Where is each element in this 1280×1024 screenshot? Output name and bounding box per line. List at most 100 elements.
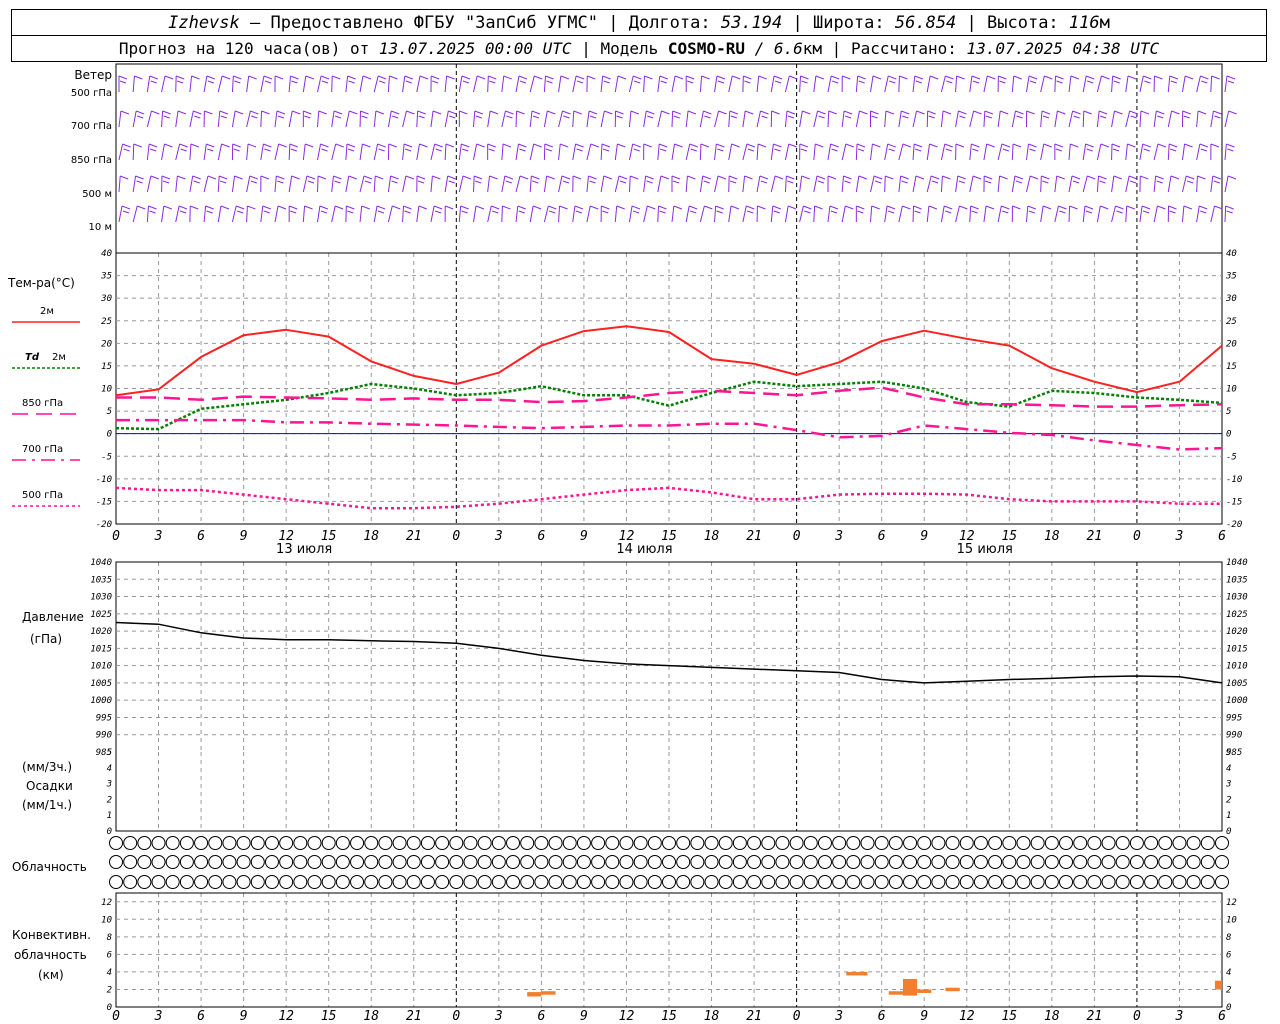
wind-barb-feather [789, 75, 798, 80]
wind-barb-feather [304, 205, 313, 210]
cloud-cover-circle [307, 836, 322, 850]
wind-barb-feather [589, 115, 597, 119]
x-tick-label-bottom: 3 [494, 1009, 503, 1024]
wind-barb-feather [1043, 143, 1052, 148]
cloud-cover-circle [832, 875, 847, 889]
wind-barb [898, 175, 909, 193]
wind-barb [685, 175, 696, 193]
pres-tick-right: 1020 [1226, 627, 1248, 637]
wind-barb-feather [504, 175, 514, 180]
wind-barb-feather [814, 205, 823, 210]
wind-barb-feather [857, 210, 864, 214]
wind-barb-shaft [898, 205, 903, 223]
wind-barb-shaft [969, 143, 972, 161]
cloud-cover-circle [1172, 875, 1187, 889]
wind-barb-shaft [444, 143, 447, 161]
wind-barb [487, 143, 496, 160]
wind-barb [246, 175, 258, 193]
wind-barb [317, 110, 327, 128]
wind-barb-feather [1098, 110, 1108, 115]
wind-barb [1054, 205, 1067, 223]
wind-barb-feather [827, 175, 837, 180]
wind-barb-feather [787, 180, 794, 184]
wind-barb-feather [221, 143, 230, 148]
forecast-time: 13.07.2025 00:00 UTC [378, 39, 572, 58]
wind-barb-feather [247, 143, 257, 148]
wind-barb-shaft [402, 205, 404, 223]
wind-barb-shaft [600, 143, 603, 161]
wind-barb-shaft [1040, 205, 1044, 223]
cloud-cover-circle [988, 855, 1003, 869]
temp-tick-right: 35 [1225, 272, 1237, 282]
cloud-cover-circle [1215, 875, 1229, 889]
wind-barb-shaft [543, 75, 546, 93]
wind-barb-feather [928, 205, 938, 210]
wind-barb-shaft [841, 110, 845, 128]
wind-barb-shaft [997, 143, 1003, 161]
wind-barb-feather [716, 75, 726, 80]
wind-barb-shaft [855, 110, 860, 128]
wind-barb-feather [419, 143, 428, 148]
wind-barb [529, 75, 543, 93]
wind-barb-feather [658, 143, 668, 148]
wind-barb [558, 175, 571, 193]
wind-barb-shaft [331, 175, 334, 193]
wind-barb-feather [1140, 110, 1150, 115]
wind-barb-feather [801, 175, 810, 180]
cloud-cover-circle [1172, 836, 1187, 850]
wind-barb-shaft [1111, 75, 1114, 93]
cloud-cover-circle [364, 875, 379, 889]
wind-barb-shaft [132, 110, 137, 128]
wind-barb [515, 175, 529, 193]
wind-barb-shaft [940, 175, 943, 193]
cloud-cover-circle [264, 855, 279, 869]
wind-barb-feather [276, 175, 285, 180]
wind-barb [940, 75, 954, 93]
pres-tick-right: 1000 [1226, 696, 1248, 706]
wind-barb [926, 205, 938, 223]
wind-barb-feather [1183, 205, 1193, 210]
wind-barb-feather [1130, 115, 1137, 119]
wind-barb-shaft [345, 175, 350, 193]
wind-barb-feather [1059, 210, 1066, 214]
wind-barb [643, 143, 652, 161]
cloud-cover-circle [605, 855, 620, 869]
conv-tick-left: 12 [101, 898, 112, 908]
cloud-cover-circle [250, 855, 265, 869]
convective-bar [1214, 980, 1222, 990]
cloud-cover-circle [662, 855, 676, 869]
wind-barb-shaft [628, 205, 633, 223]
wind-barb-shaft [558, 110, 563, 128]
wind-barb-feather [572, 175, 582, 180]
wind-barb-feather [800, 148, 807, 152]
sep: | [822, 39, 851, 58]
wind-barb-feather [491, 205, 500, 210]
wind-barb-feather [830, 143, 839, 148]
wind-barb-feather [647, 205, 656, 210]
wind-barb-shaft [217, 110, 221, 128]
cloud-cover-circle [732, 875, 747, 889]
wind-barb [288, 143, 298, 161]
cloud-cover-circle [222, 836, 237, 850]
wind-barb [373, 205, 386, 223]
model-res: / 6.6 [744, 39, 803, 58]
cloud-cover-circle [137, 875, 152, 889]
wind-barb-feather [445, 205, 454, 210]
wind-barb-shaft [1082, 175, 1088, 193]
cloud-cover-circle [137, 836, 152, 850]
wind-barb [175, 175, 186, 193]
wind-barb-shaft [175, 110, 179, 128]
wind-barb [855, 205, 865, 222]
x-tick-label-bottom: 12 [619, 1009, 635, 1024]
wind-barb [1082, 205, 1094, 223]
cloud-cover-circle [491, 836, 506, 850]
wind-barb-shaft [1125, 175, 1130, 193]
wind-barb-feather [616, 205, 625, 210]
wind-barb-shaft [302, 175, 308, 193]
wind-barb-shaft [1096, 143, 1102, 161]
wind-barb-feather [744, 80, 751, 84]
wind-barb-shaft [331, 143, 337, 161]
wind-barb [501, 75, 512, 93]
cloud-cover-circle [917, 836, 932, 850]
wind-barb-feather [149, 148, 157, 152]
